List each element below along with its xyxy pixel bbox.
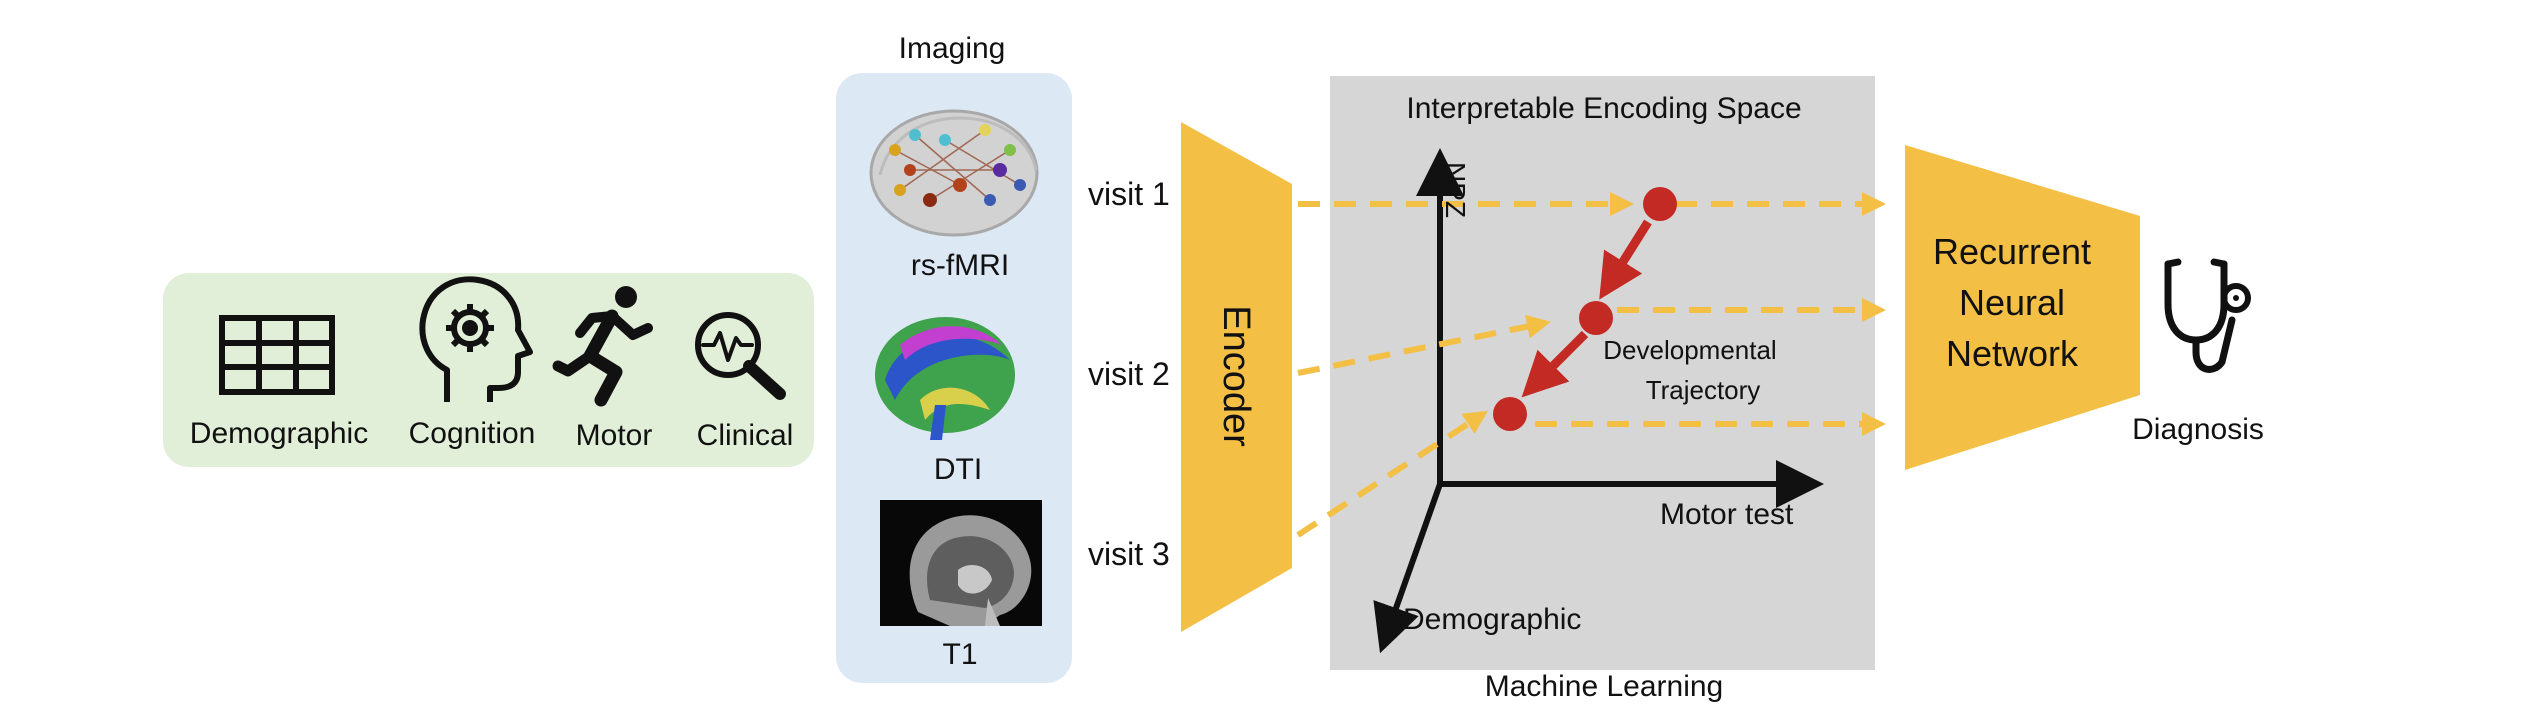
modality-label-t1: T1: [942, 638, 978, 671]
rnn-label-line2: Neural: [1958, 282, 2066, 323]
machine-learning-label: Machine Learning: [1484, 670, 1724, 703]
trajectory-point-visit-3: [1493, 397, 1527, 431]
visit-label-3: visit 3: [1088, 536, 1170, 572]
visit-label-2: visit 2: [1088, 356, 1170, 392]
encoding-axes: [1373, 148, 1824, 654]
mri-sagittal-icon: [880, 500, 1042, 626]
head-gear-icon: [419, 276, 533, 402]
trajectory-label-line2: Trajectory: [1645, 375, 1761, 405]
magnifier-pulse-icon: [695, 312, 786, 400]
trajectory-point-visit-2: [1579, 301, 1613, 335]
flow-visit-2: [1297, 314, 1551, 376]
patient-item-label-cognition: Cognition: [408, 417, 536, 450]
imaging-title: Imaging: [898, 32, 1006, 65]
trajectory-label-line1: Developmental: [1603, 335, 1777, 365]
visit-flows: [1296, 192, 1886, 538]
encoding-space-title: Interpretable Encoding Space: [1406, 92, 1802, 125]
trajectory-point-visit-1: [1643, 187, 1677, 221]
diagnosis-label: Diagnosis: [2132, 413, 2264, 446]
x-axis-label: Motor test: [1660, 498, 1794, 531]
running-person-icon: [552, 286, 653, 407]
modality-label-dti: DTI: [933, 453, 983, 486]
table-icon: [219, 315, 335, 395]
developmental-trajectory: [1493, 187, 1677, 431]
stethoscope-icon: [2164, 258, 2251, 373]
modality-label-rsfmri: rs-fMRI: [910, 249, 1010, 282]
patient-item-label-motor: Motor: [575, 419, 653, 452]
flow-visit-3: [1296, 410, 1489, 538]
encoder-block: [1181, 122, 1292, 632]
patient-item-label-clinical: Clinical: [696, 419, 794, 452]
rnn-label-line1: Recurrent: [1932, 231, 2092, 272]
patient-item-label-demographic: Demographic: [189, 417, 369, 450]
z-axis-label: Demographic: [1403, 603, 1582, 636]
rnn-label-line3: Network: [1945, 333, 2079, 374]
visit-label-1: visit 1: [1088, 176, 1170, 212]
brain-network-icon: [869, 109, 1039, 237]
rnn-block: [1905, 145, 2140, 470]
tractography-icon: [875, 317, 1015, 440]
y-axis-label: NPZ: [1440, 162, 1471, 218]
z-axis-line: [1373, 482, 1443, 654]
encoder-label: Encoder: [1215, 305, 1257, 447]
